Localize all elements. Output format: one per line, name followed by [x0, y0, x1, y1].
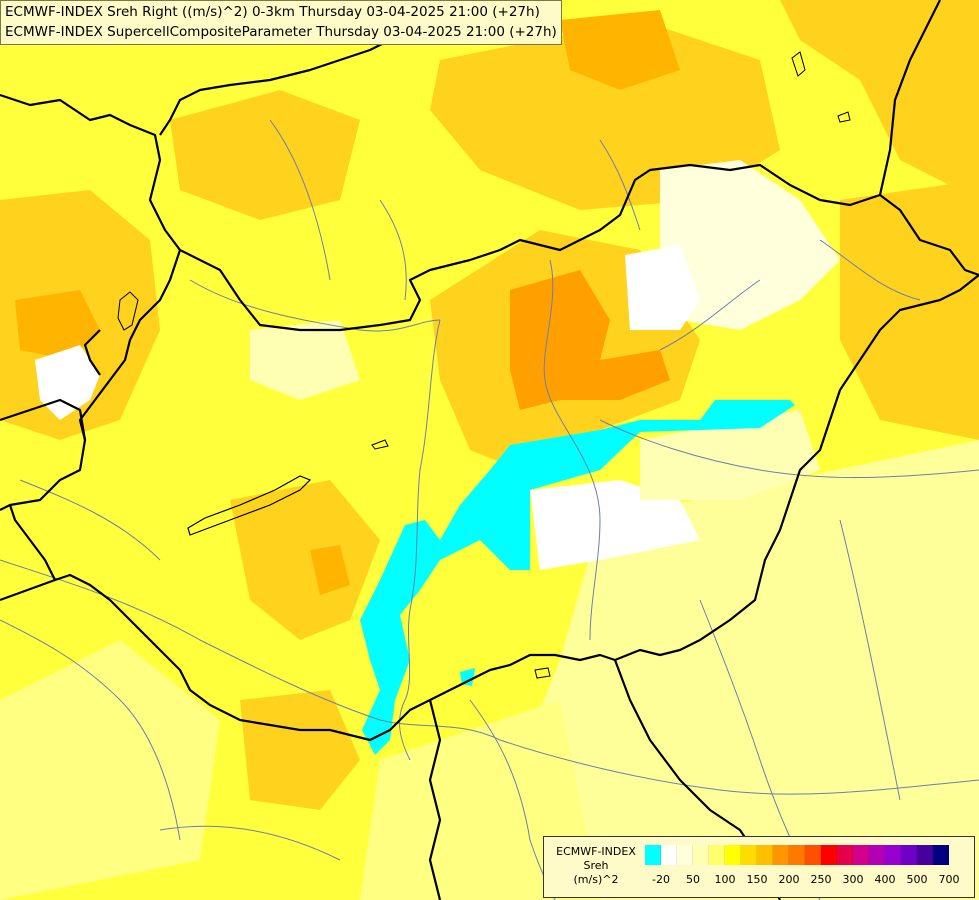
legend-swatch [869, 845, 885, 865]
legend-title-line-1: ECMWF-INDEX [556, 845, 636, 858]
lake-north [791, 51, 806, 77]
white-west [35, 345, 100, 420]
gold-northeast [780, 0, 979, 200]
legend-swatch [885, 845, 901, 865]
pale-southwest-region [0, 640, 220, 900]
legend-swatch [837, 845, 853, 865]
legend-swatch [741, 845, 757, 865]
map-title-line-2: ECMWF-INDEX SupercellCompositeParameter … [5, 24, 557, 40]
gold-east [840, 180, 979, 440]
white-northeast [660, 160, 840, 330]
legend-tick-label: 700 [938, 873, 960, 886]
white-northeast-core [625, 245, 700, 330]
colorbar-legend: ECMWF-INDEX Sreh (m/s)^2 -20 50 100 150 200 2… [543, 836, 975, 898]
gold-south-lower [240, 690, 360, 810]
pale-center-east [640, 410, 820, 500]
legend-swatch [805, 845, 821, 865]
legend-tick-label: 50 [686, 873, 700, 886]
white-center [530, 480, 700, 570]
legend-swatch [933, 845, 949, 865]
legend-swatch [821, 845, 837, 865]
legend-tick-label: 300 [842, 873, 864, 886]
lake-small-center [371, 439, 389, 450]
legend-tick-label: 500 [906, 873, 928, 886]
legend-tick-label: 150 [746, 873, 768, 886]
lake-northeast [837, 111, 851, 123]
map-title-box: ECMWF-INDEX Sreh Right ((m/s)^2) 0-3km T… [0, 0, 562, 45]
legend-swatch [757, 845, 773, 865]
legend-swatch [725, 845, 741, 865]
orange-center [510, 270, 670, 410]
orange-west [15, 290, 100, 360]
lake-balaton [187, 475, 312, 536]
legend-swatch [693, 845, 709, 865]
legend-ticks: -20 50 100 150 200 250 300 400 500 700 [645, 873, 965, 887]
legend-swatch [645, 845, 661, 865]
legend-swatch [773, 845, 789, 865]
legend-swatch [853, 845, 869, 865]
map-title-line-1: ECMWF-INDEX Sreh Right ((m/s)^2) 0-3km T… [5, 4, 540, 20]
cyan-small [460, 668, 475, 686]
lake-neusiedl [117, 291, 139, 331]
pale-north-mid [250, 320, 360, 400]
legend-tick-label: 250 [810, 873, 832, 886]
legend-color-ramp [645, 845, 949, 865]
legend-tick-label: -20 [652, 873, 670, 886]
gold-south-center [230, 480, 380, 640]
lake-south [534, 667, 551, 679]
legend-swatch [709, 845, 725, 865]
gold-north [430, 20, 780, 210]
legend-swatch [901, 845, 917, 865]
pale-south-region [360, 700, 600, 900]
legend-swatch [789, 845, 805, 865]
legend-tick-label: 100 [714, 873, 736, 886]
legend-swatch [677, 845, 693, 865]
legend-swatch [917, 845, 933, 865]
gold-northwest [170, 90, 360, 220]
orange-small-south [310, 545, 350, 595]
legend-swatch [661, 845, 677, 865]
pale-southeast-region [520, 440, 979, 900]
cyan-band [360, 400, 795, 755]
legend-tick-label: 200 [778, 873, 800, 886]
rivers [0, 119, 979, 900]
legend-title-line-2: Sreh [583, 859, 609, 872]
legend-title: ECMWF-INDEX Sreh (m/s)^2 [548, 845, 644, 887]
orange-north [560, 10, 680, 90]
legend-title-line-3: (m/s)^2 [573, 873, 619, 886]
legend-tick-label: 400 [874, 873, 896, 886]
